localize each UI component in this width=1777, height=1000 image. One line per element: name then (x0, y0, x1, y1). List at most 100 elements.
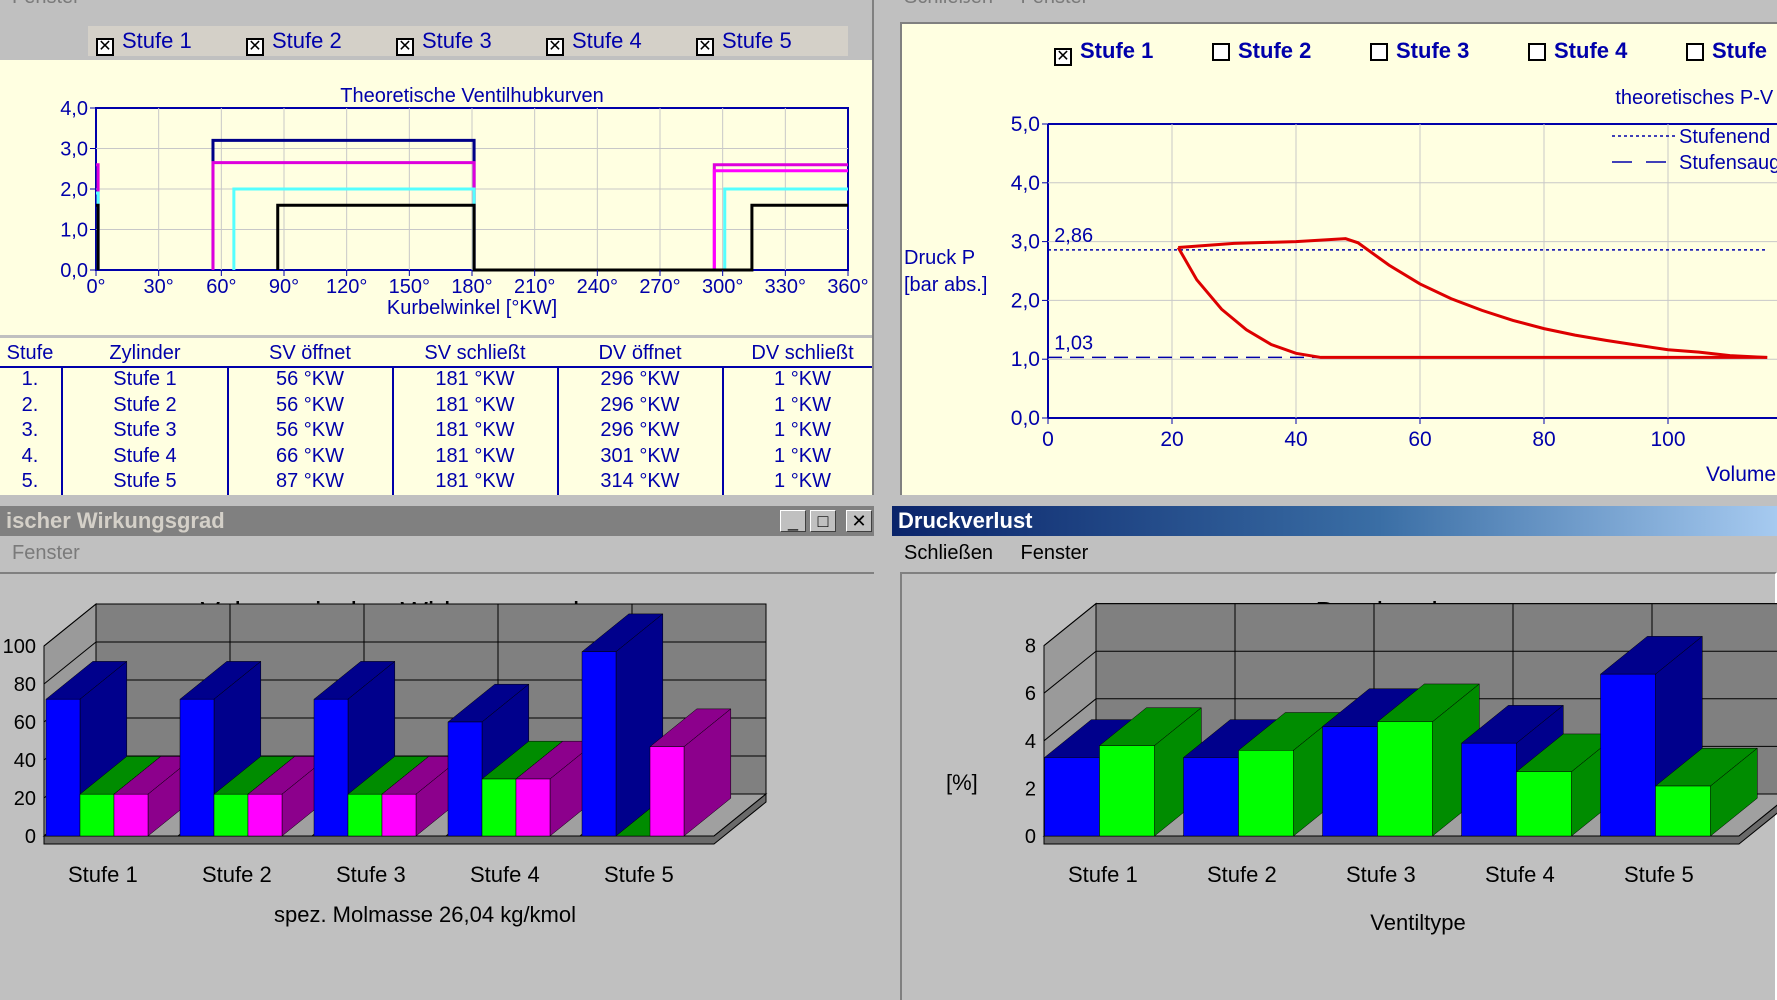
table-cell: Stufe 2 (113, 393, 177, 416)
menu-bar: Fenster (0, 0, 882, 14)
x-tick-label: 90° (269, 276, 299, 298)
stage-checkbox-2[interactable]: Stufe 2 (1212, 38, 1311, 64)
table-cell: 296 °KW (600, 419, 680, 441)
stage-checkbox-4[interactable]: Stufe 4 (1528, 38, 1627, 64)
minimize-button[interactable]: _ (780, 510, 806, 532)
y-tick-label: 2,0 (60, 179, 88, 201)
table-cell: 181 °KW (435, 419, 515, 441)
x-tick-label: 210° (514, 276, 555, 298)
table-cell: 1. (21, 368, 39, 390)
bar-stufe-3-series-1 (313, 698, 349, 837)
bar-stufe-1-series-1 (1044, 757, 1100, 837)
stage-checkbox-5[interactable]: Stufe (1686, 38, 1767, 64)
y-tick-label: 0,0 (60, 260, 88, 282)
y-tick-label: 2 (1025, 778, 1036, 800)
table-cell: 181 °KW (435, 368, 515, 390)
stage-checkbox-2[interactable]: ✕ Stufe 2 (246, 28, 342, 56)
x-tick-label: 360° (827, 276, 868, 298)
table-cell: 5. (21, 470, 39, 492)
checkbox-empty-icon[interactable] (1370, 43, 1388, 61)
maximize-button[interactable]: □ (810, 510, 836, 532)
annotation-2-86: 2,86 (1054, 225, 1093, 247)
table-cell: 296 °KW (600, 393, 680, 416)
legend-label: Stufensaug (1679, 152, 1777, 174)
window-title-bar[interactable]: ischer Wirkungsgrad (0, 506, 882, 536)
y-tick-label: 0,0 (1011, 407, 1040, 430)
stage-checkbox-3[interactable]: Stufe 3 (1370, 38, 1469, 64)
menu-schliessen[interactable]: Schließen (904, 0, 993, 8)
x-axis-label: Kurbelwinkel [°KW] (387, 297, 557, 319)
grid-line (1043, 603, 1777, 646)
category-label: Stufe 2 (1207, 862, 1277, 887)
menu-bar: Fenster (0, 536, 882, 570)
bar-stufe-4-series-1 (447, 721, 483, 837)
menu-fenster[interactable]: Fenster (12, 0, 80, 8)
table-cell: 2. (21, 393, 39, 416)
menu-schliessen[interactable]: Schließen (904, 542, 993, 564)
checkbox-label: Stufe 2 (1238, 38, 1312, 63)
stage-checkbox-1[interactable]: ✕ Stufe 1 (96, 28, 192, 56)
menu-fenster[interactable]: Fenster (1021, 0, 1089, 8)
y-tick-label: 3,0 (1011, 231, 1040, 254)
stage-checkbox-1[interactable]: ✕ Stufe 1 (1054, 38, 1153, 66)
table-cell: 3. (21, 419, 39, 441)
bar-stufe-4-series-2 (1516, 771, 1572, 837)
x-tick-label: 0 (1042, 428, 1054, 451)
checkbox-label: Stufe 3 (1396, 38, 1470, 63)
y-tick-label: 20 (14, 788, 36, 810)
category-label: Stufe 5 (604, 862, 674, 887)
annotation-1-03: 1,03 (1054, 332, 1093, 354)
x-tick-label: 20 (1160, 428, 1183, 451)
table-cell: 296 °KW (600, 368, 680, 390)
checkbox-empty-icon[interactable] (1686, 43, 1704, 61)
checkbox-checked-icon[interactable]: ✕ (1054, 48, 1072, 66)
checkbox-checked-icon[interactable]: ✕ (546, 38, 564, 56)
grid-line (1043, 698, 1777, 742)
close-button[interactable]: ✕ (846, 510, 872, 532)
pv-chart-area (900, 22, 1777, 495)
menu-bar: Schließen Fenster (892, 0, 1777, 14)
table-cell: 1 °KW (774, 470, 831, 492)
stage-checkbox-bar (88, 26, 848, 56)
chart-floor-edge (43, 792, 767, 845)
table-row: 2. Stufe 2 56 °KW 181 °KW 296 °KW 1 °KW (0, 394, 880, 419)
grid-line (43, 641, 766, 685)
stage-checkbox-3[interactable]: ✕ Stufe 3 (396, 28, 492, 56)
bar-stufe-2-series-1 (1183, 757, 1239, 837)
panel-divider (874, 506, 882, 1000)
y-tick-label: 3,0 (60, 139, 88, 161)
table-cell: Stufe 1 (113, 368, 177, 390)
x-tick-label: 150° (389, 276, 430, 298)
pv-diagram-window: Schließen Fenster ✕ Stufe 1 Stufe 2 Stufe 3… (892, 0, 1777, 495)
y-axis-label: [%] (946, 770, 978, 795)
pv-diagram-chart: 0 20 40 60 80 100 0,0 1,0 2,0 3,0 4,0 5,0 2,86 1,03 th… (904, 87, 1777, 486)
x-tick-label: 180° (451, 276, 492, 298)
checkbox-checked-icon[interactable]: ✕ (96, 38, 114, 56)
bar-stufe-5-series-3 (649, 746, 685, 837)
checkbox-empty-icon[interactable] (1528, 43, 1546, 61)
bar-stufe-5-series-2 (1655, 785, 1711, 837)
checkbox-checked-icon[interactable]: ✕ (246, 38, 264, 56)
checkbox-checked-icon[interactable]: ✕ (396, 38, 414, 56)
window-title-bar[interactable]: Druckverlust (892, 506, 1777, 536)
category-label: Stufe 4 (1485, 862, 1555, 887)
checkbox-empty-icon[interactable] (1212, 43, 1230, 61)
bar-stufe-1-series-1 (45, 698, 81, 837)
bar-stufe-2-series-2 (1238, 750, 1294, 837)
x-tick-label: 120° (326, 276, 367, 298)
bar-stufe-4-series-3 (515, 778, 551, 837)
category-label: Stufe 2 (202, 862, 272, 887)
table-cell: Stufe 5 (113, 470, 177, 492)
menu-fenster[interactable]: Fenster (12, 542, 80, 564)
menu-fenster[interactable]: Fenster (1020, 542, 1089, 564)
chart-floor-edge (1043, 804, 1777, 845)
menu-bar: Schließen Fenster (892, 536, 1777, 570)
footer-label: spez. Molmasse 26,04 kg/kmol (274, 902, 576, 927)
stage-checkbox-5[interactable]: ✕ Stufe 5 (696, 28, 792, 56)
column-header: SV öffnet (269, 342, 351, 364)
table-cell: 66 °KW (275, 444, 345, 467)
stage-checkbox-4[interactable]: ✕ Stufe 4 (546, 28, 642, 56)
checkbox-checked-icon[interactable]: ✕ (696, 38, 714, 56)
category-label: Stufe 3 (336, 862, 406, 887)
